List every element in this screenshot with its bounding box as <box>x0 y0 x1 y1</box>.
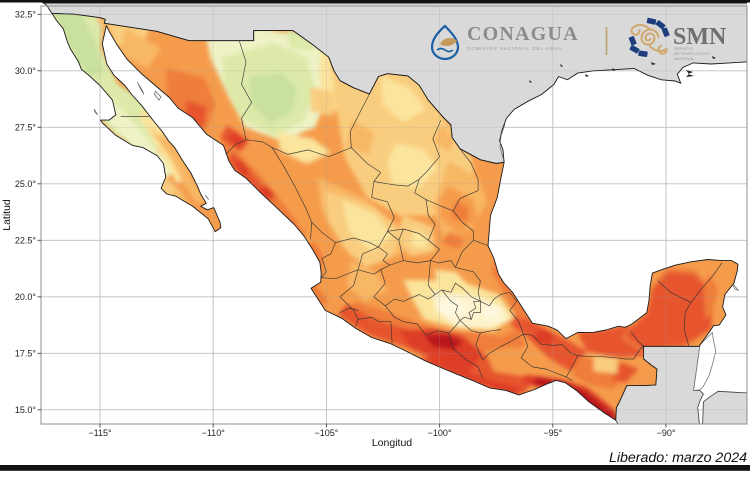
svg-text:Liberado: marzo 2024: Liberado: marzo 2024 <box>609 450 747 466</box>
svg-text:20.0°: 20.0° <box>15 292 37 302</box>
svg-text:−105°: −105° <box>314 428 338 438</box>
svg-text:27.5°: 27.5° <box>15 122 37 132</box>
svg-text:30.0°: 30.0° <box>15 66 37 76</box>
svg-text:15.0°: 15.0° <box>15 405 37 415</box>
svg-text:SMN: SMN <box>673 24 727 50</box>
svg-text:−90°: −90° <box>657 428 676 438</box>
svg-text:25.0°: 25.0° <box>15 179 37 189</box>
svg-text:−115°: −115° <box>88 428 112 438</box>
svg-text:−110°: −110° <box>202 428 226 438</box>
svg-text:17.5°: 17.5° <box>15 348 37 358</box>
svg-text:NACIONAL: NACIONAL <box>674 56 695 61</box>
svg-text:CONAGUA: CONAGUA <box>467 23 579 45</box>
svg-text:METEOROLÓGICO: METEOROLÓGICO <box>674 51 710 56</box>
svg-text:−95°: −95° <box>543 428 562 438</box>
svg-text:−100°: −100° <box>428 428 452 438</box>
svg-text:22.5°: 22.5° <box>15 235 37 245</box>
svg-text:32.5°: 32.5° <box>15 9 37 19</box>
svg-text:SERVICIO: SERVICIO <box>674 46 693 51</box>
svg-text:Latitud: Latitud <box>1 199 13 231</box>
svg-text:COMISIÓN NACIONAL DEL AGUA: COMISIÓN NACIONAL DEL AGUA <box>467 45 562 51</box>
svg-text:Longitud: Longitud <box>372 437 412 449</box>
